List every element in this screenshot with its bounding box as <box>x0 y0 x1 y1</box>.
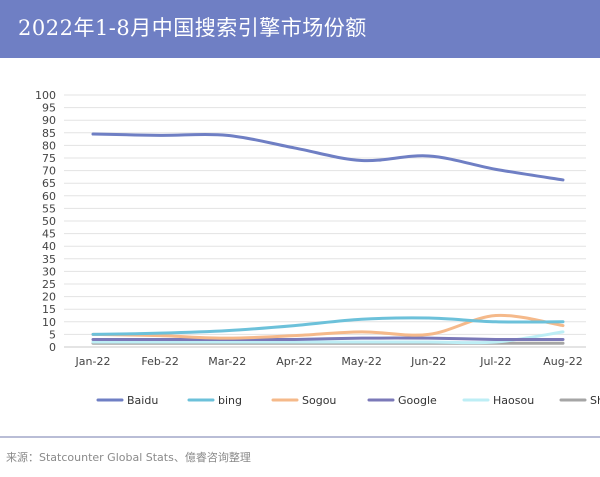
y-axis: 0510152025303540455055606570758085909510… <box>35 89 56 354</box>
y-tick-label: 25 <box>42 278 56 291</box>
series-lines <box>91 132 565 345</box>
legend: Baidu bing Sogou Google Haosou Shenma <box>96 394 600 407</box>
legend-label-google: Google <box>398 394 437 407</box>
y-tick-label: 20 <box>42 291 56 304</box>
y-tick-label: 5 <box>49 328 56 341</box>
title-bar: 2022年1-8月中国搜索引擎市场份额 <box>0 0 600 58</box>
y-tick-label: 90 <box>42 114 56 127</box>
series-line-haosou <box>91 330 565 345</box>
legend-label-baidu: Baidu <box>127 394 158 407</box>
legend-label-shenma: Shenma <box>590 394 600 407</box>
y-tick-label: 50 <box>42 215 56 228</box>
x-tick-label: Jun-22 <box>410 355 446 368</box>
y-tick-label: 45 <box>42 228 56 241</box>
y-tick-label: 55 <box>42 202 56 215</box>
y-tick-label: 65 <box>42 177 56 190</box>
y-tick-label: 60 <box>42 190 56 203</box>
x-tick-label: May-22 <box>341 355 382 368</box>
y-tick-label: 100 <box>35 89 56 102</box>
y-tick-label: 0 <box>49 341 56 354</box>
line-chart: 0510152025303540455055606570758085909510… <box>35 89 600 407</box>
x-tick-label: Aug-22 <box>543 355 582 368</box>
x-tick-label: Apr-22 <box>276 355 312 368</box>
y-tick-label: 75 <box>42 152 56 165</box>
x-tick-label: Jan-22 <box>75 355 111 368</box>
y-tick-label: 95 <box>42 102 56 115</box>
y-tick-label: 40 <box>42 240 56 253</box>
series-line-bing <box>91 316 565 336</box>
y-tick-label: 85 <box>42 127 56 140</box>
y-tick-label: 10 <box>42 316 56 329</box>
x-axis: Jan-22 Feb-22 Mar-22 Apr-22 May-22 Jun-22 Jul-… <box>64 346 586 368</box>
grid <box>64 94 586 348</box>
x-tick-label: Feb-22 <box>141 355 178 368</box>
y-tick-label: 15 <box>42 303 56 316</box>
legend-label-sogou: Sogou <box>302 394 336 407</box>
source-note: 来源：Statcounter Global Stats、億睿咨询整理 <box>6 451 251 464</box>
series-line-sogou <box>91 313 565 340</box>
x-tick-label: Jul-22 <box>479 355 511 368</box>
series-line-google <box>91 336 565 342</box>
footer-divider <box>0 436 600 438</box>
y-tick-label: 35 <box>42 253 56 266</box>
y-tick-label: 30 <box>42 265 56 278</box>
chart-title: 2022年1-8月中国搜索引擎市场份额 <box>18 16 367 40</box>
legend-label-haosou: Haosou <box>493 394 534 407</box>
legend-label-bing: bing <box>218 394 242 407</box>
y-tick-label: 80 <box>42 139 56 152</box>
x-tick-label: Mar-22 <box>208 355 246 368</box>
y-tick-label: 70 <box>42 165 56 178</box>
series-line-baidu <box>91 132 565 182</box>
